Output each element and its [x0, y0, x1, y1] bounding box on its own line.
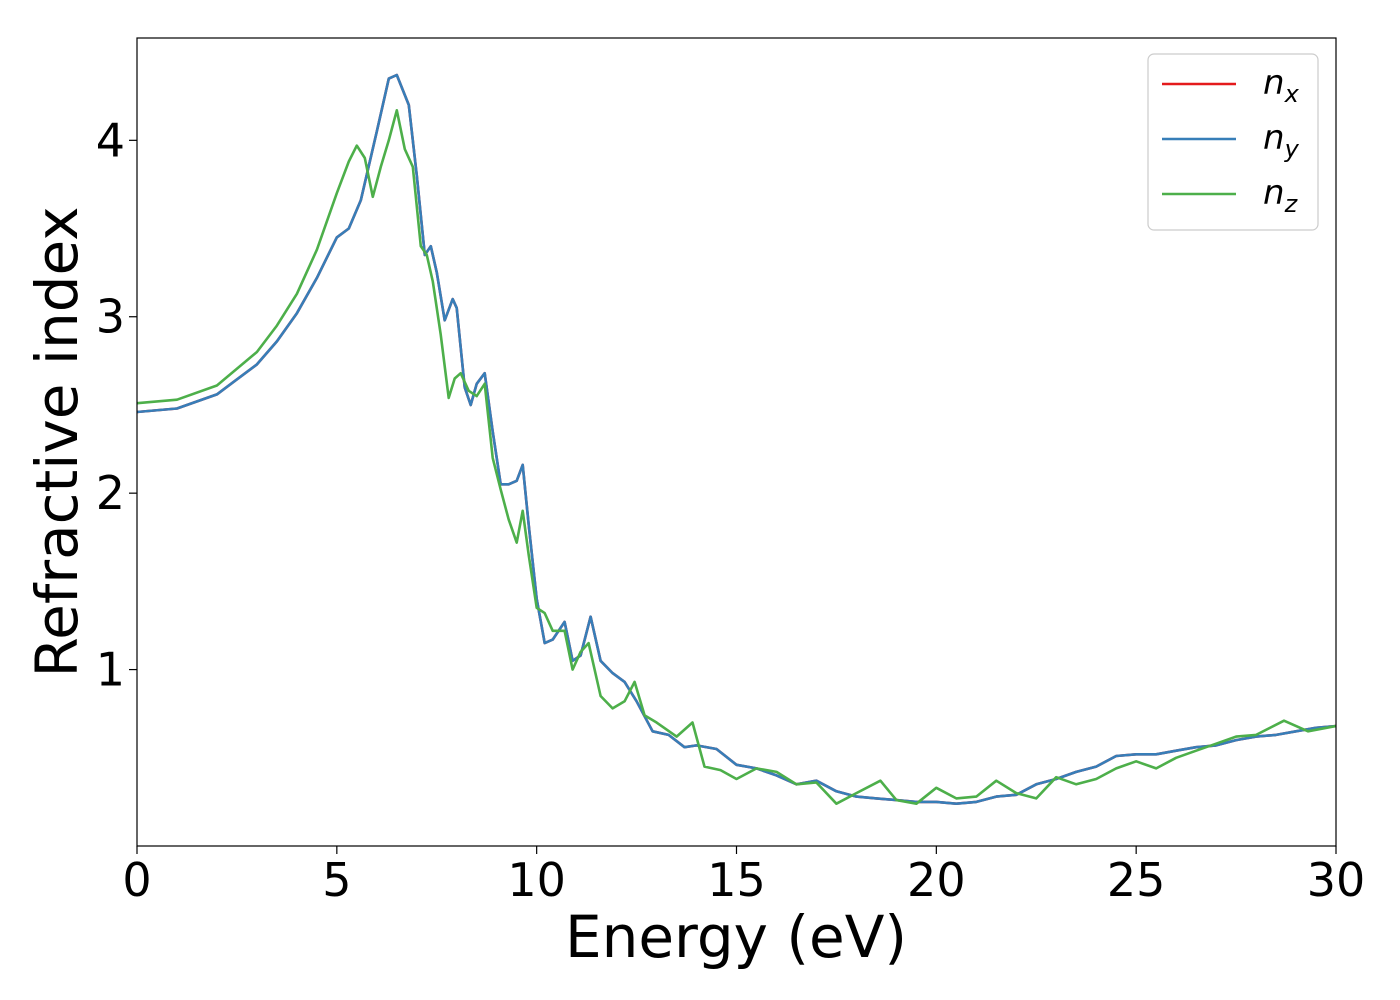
series-line-ny	[137, 73, 1336, 805]
x-tick-label: 0	[122, 853, 151, 907]
x-tick-label: 20	[907, 853, 966, 907]
x-tick-label: 30	[1307, 853, 1366, 907]
legend-label-nx: nx	[1263, 63, 1300, 108]
legend-box	[1147, 53, 1319, 231]
legend-label-ny: ny	[1263, 118, 1300, 163]
y-tick-label: 3	[96, 290, 125, 344]
x-axis-label: Energy (eV)	[565, 903, 907, 971]
x-tick-label: 5	[322, 853, 351, 907]
legend: nx ny nz	[1147, 53, 1319, 231]
x-tick-label: 25	[1107, 853, 1166, 907]
legend-label-nz: nz	[1263, 173, 1299, 218]
y-tick-label: 1	[96, 643, 125, 697]
x-axis-ticks: 0 5 10 15 20 25 30	[122, 846, 1365, 907]
series-layer	[137, 73, 1336, 805]
y-axis-ticks: 1 2 3 4	[96, 113, 137, 697]
y-axis-label: Refractive index	[23, 206, 91, 677]
x-tick-label: 15	[707, 853, 766, 907]
x-tick-label: 10	[507, 853, 566, 907]
series-line-nz	[137, 109, 1336, 805]
y-tick-label: 4	[96, 113, 125, 167]
y-tick-label: 2	[96, 466, 125, 520]
